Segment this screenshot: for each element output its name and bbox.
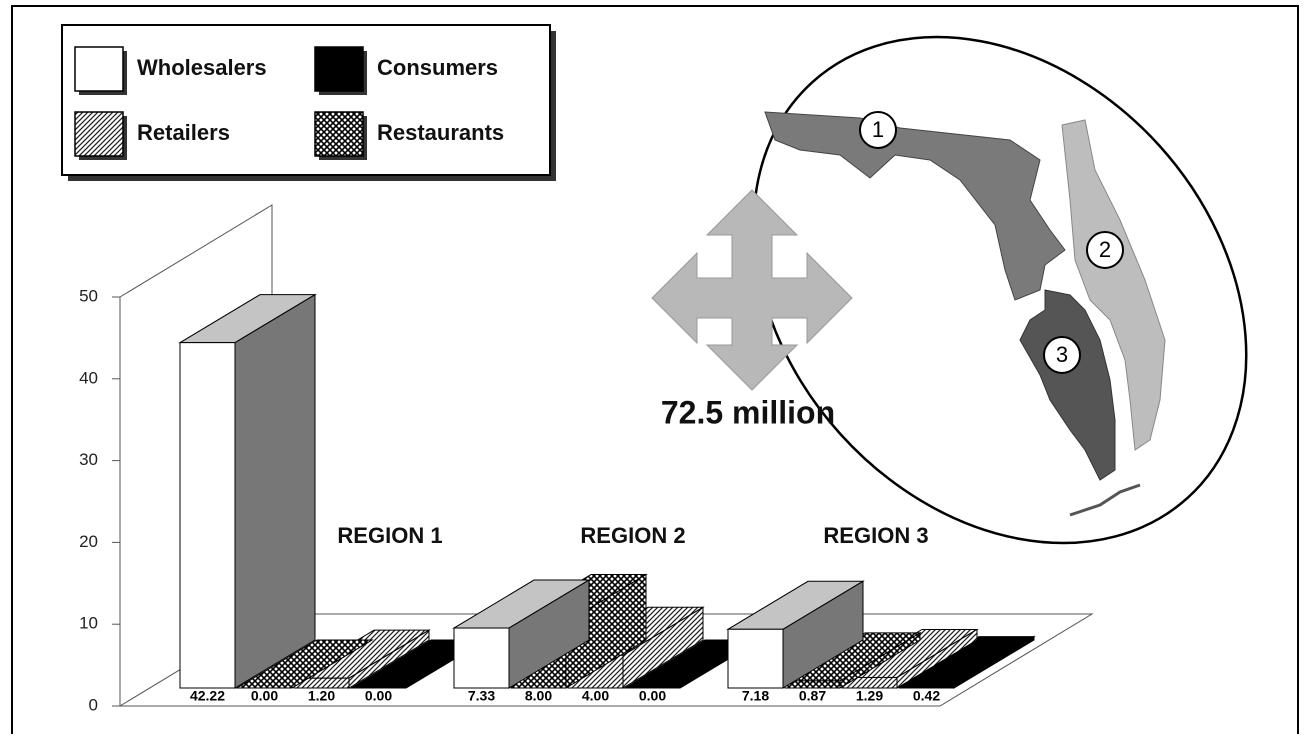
- value-label: 0.00: [365, 688, 392, 704]
- bar-front: [727, 628, 784, 689]
- region-label: REGION 1: [337, 523, 442, 548]
- value-label: 1.29: [856, 688, 883, 704]
- legend: [61, 24, 556, 181]
- legend-label: Wholesalers: [137, 55, 267, 80]
- value-label: 0.00: [639, 688, 666, 704]
- value-label: 4.00: [582, 688, 609, 704]
- legend-swatch: [314, 111, 364, 157]
- map-region-1: [764, 111, 1066, 301]
- y-tick-label: 0: [89, 695, 98, 714]
- bar: [726, 580, 865, 689]
- value-label: 0.42: [913, 688, 940, 704]
- y-tick-label: 50: [79, 286, 98, 305]
- value-label: 1.20: [308, 688, 335, 704]
- legend-swatch: [314, 46, 364, 92]
- map-label: 1: [872, 117, 884, 142]
- map-region-2: [1061, 119, 1166, 451]
- bar-front: [453, 627, 510, 689]
- region-label: REGION 2: [580, 523, 685, 548]
- map-region-3: [1019, 289, 1116, 481]
- map-label: 3: [1056, 342, 1068, 367]
- y-tick-label: 40: [79, 368, 98, 387]
- map-label: 2: [1099, 237, 1111, 262]
- legend-label: Retailers: [137, 120, 230, 145]
- map-keys: [1069, 483, 1141, 517]
- value-label: 7.18: [742, 688, 769, 704]
- region-label: REGION 3: [823, 523, 928, 548]
- bar: [178, 293, 317, 689]
- legend-swatch: [74, 111, 124, 157]
- bar-side: [234, 293, 316, 689]
- map-marker: [1086, 231, 1124, 269]
- value-label: 0.87: [799, 688, 826, 704]
- y-tick-label: 20: [79, 532, 98, 551]
- y-tick-label: 10: [79, 614, 98, 633]
- bar-front: [179, 342, 236, 689]
- bar-side: [291, 639, 373, 689]
- legend-box: [61, 24, 551, 176]
- legend-label: Restaurants: [377, 120, 504, 145]
- legend-label: Consumers: [377, 55, 498, 80]
- bar: [235, 639, 374, 689]
- four-way-arrow: [651, 189, 853, 391]
- value-label: 8.00: [525, 688, 552, 704]
- value-label: 0.00: [251, 688, 278, 704]
- y-tick-label: 30: [79, 450, 98, 469]
- value-label: 42.22: [190, 688, 225, 704]
- map: 1 2 3: [752, 35, 1248, 545]
- bar: [897, 635, 1036, 689]
- legend-swatch: [74, 46, 124, 92]
- map-marker: [1043, 336, 1081, 374]
- annotation: 72.5 million: [661, 394, 835, 430]
- bar: [452, 579, 591, 689]
- frame: [11, 5, 1299, 739]
- map-marker: [859, 111, 897, 149]
- value-label: 7.33: [468, 688, 495, 704]
- bar: [783, 632, 922, 689]
